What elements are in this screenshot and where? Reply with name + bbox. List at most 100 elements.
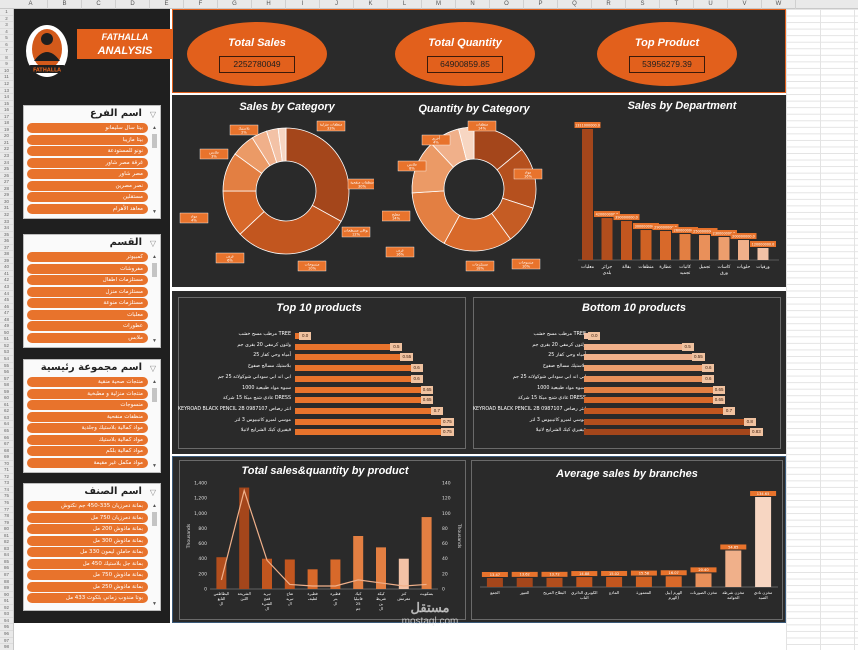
row-header[interactable]: 6	[0, 42, 13, 49]
slicer-item[interactable]: بمانة دمرزيان 335-450 جم نكتوش	[27, 501, 148, 511]
slicer-item[interactable]: مستلزمات منوعة	[27, 298, 148, 308]
row-header[interactable]: 61	[0, 402, 13, 409]
slicer-scrollbar[interactable]: ▲ ▼	[151, 254, 158, 345]
row-header[interactable]: 86	[0, 565, 13, 573]
column-header-u[interactable]: U	[694, 0, 728, 9]
row-header[interactable]: 77	[0, 507, 13, 514]
row-header[interactable]: 48	[0, 317, 13, 324]
row-header[interactable]: 20	[0, 133, 13, 140]
column-header-e[interactable]: E	[150, 0, 184, 9]
column-header-a[interactable]: A	[14, 0, 48, 9]
slicer-item[interactable]: مصر شاور	[27, 169, 148, 179]
slicer-item[interactable]: نصر مصرين	[27, 180, 148, 191]
scroll-thumb[interactable]	[152, 388, 157, 402]
scroll-up-icon[interactable]: ▲	[152, 254, 157, 260]
row-header[interactable]: 58	[0, 382, 13, 389]
slicer-item[interactable]: بيتا سال سليمانو	[27, 123, 148, 133]
column-header-r[interactable]: R	[592, 0, 626, 9]
row-header[interactable]: 96	[0, 631, 13, 638]
row-header[interactable]: 21	[0, 140, 13, 147]
column-header-n[interactable]: N	[456, 0, 490, 9]
slicer-item[interactable]: غرقة مصر شاور	[27, 157, 148, 168]
slicer-item[interactable]: بوتا مندوب زماني بلكوت 433 مل	[27, 593, 148, 603]
column-header-f[interactable]: F	[184, 0, 218, 9]
row-header[interactable]: 38	[0, 251, 13, 258]
scroll-thumb[interactable]	[152, 512, 157, 526]
row-header[interactable]: 28	[0, 186, 13, 193]
column-header-b[interactable]: B	[48, 0, 82, 9]
slicer-item[interactable]: بمانة دمرزيان 750 مل	[27, 512, 148, 523]
slicer-item[interactable]: معلبات	[27, 309, 148, 320]
row-header[interactable]: 83	[0, 546, 13, 553]
row-header[interactable]: 2	[0, 16, 13, 23]
scroll-down-icon[interactable]: ▼	[152, 463, 157, 469]
row-header[interactable]: 66	[0, 435, 13, 442]
row-header[interactable]: 22	[0, 146, 13, 154]
row-header[interactable]: 39	[0, 258, 13, 265]
column-header-o[interactable]: O	[490, 0, 524, 9]
column-header-t[interactable]: T	[660, 0, 694, 9]
row-header[interactable]: 50	[0, 330, 13, 337]
row-header[interactable]: 60	[0, 395, 13, 402]
row-header[interactable]: 69	[0, 454, 13, 461]
row-header[interactable]: 17	[0, 114, 13, 121]
row-header[interactable]: 23	[0, 153, 13, 160]
row-header[interactable]: 36	[0, 238, 13, 245]
column-header-m[interactable]: M	[422, 0, 456, 9]
row-header[interactable]: 80	[0, 526, 13, 533]
slicer-scrollbar[interactable]: ▲ ▼	[151, 503, 158, 608]
scroll-down-icon[interactable]: ▼	[152, 209, 157, 215]
scroll-thumb[interactable]	[152, 134, 157, 148]
slicer-item[interactable]: مستقلين	[27, 192, 148, 202]
slicer-item[interactable]: عطورات	[27, 321, 148, 331]
slicer-item[interactable]: مواد مكمل غير مقيمة	[27, 457, 148, 468]
slicer-item[interactable]: نونو للمستودعة	[27, 146, 148, 156]
row-header[interactable]: 54	[0, 356, 13, 363]
scroll-up-icon[interactable]: ▲	[152, 379, 157, 385]
row-header[interactable]: 1	[0, 9, 13, 16]
slicer-item[interactable]: ملابس	[27, 332, 148, 343]
column-header-k[interactable]: K	[354, 0, 388, 9]
slicer-item[interactable]: مستلزمات منزل	[27, 286, 148, 297]
row-header[interactable]: 89	[0, 585, 13, 592]
row-header[interactable]: 78	[0, 513, 13, 520]
row-header[interactable]: 25	[0, 166, 13, 173]
slicer-item[interactable]: بمانة ماذوش 250 مل	[27, 581, 148, 592]
row-header[interactable]: 30	[0, 199, 13, 206]
row-header[interactable]: 72	[0, 474, 13, 481]
row-header[interactable]: 68	[0, 448, 13, 455]
row-header[interactable]: 10	[0, 68, 13, 75]
clear-filter-icon[interactable]: ▽	[149, 488, 156, 497]
slicer-item[interactable]: بمانة جل بلاستيك 450 مل	[27, 558, 148, 569]
slicer-scrollbar[interactable]: ▲ ▼	[151, 379, 158, 470]
row-header[interactable]: 47	[0, 310, 13, 317]
slicer-item[interactable]: مواد كمالية بلاستيك	[27, 434, 148, 445]
row-header[interactable]: 24	[0, 160, 13, 167]
row-header[interactable]: 74	[0, 487, 13, 494]
clear-filter-icon[interactable]: ▽	[149, 110, 156, 119]
column-header-v[interactable]: V	[728, 0, 762, 9]
row-header[interactable]: 18	[0, 120, 13, 127]
row-header[interactable]: 16	[0, 107, 13, 114]
scroll-thumb[interactable]	[152, 263, 157, 277]
column-header-j[interactable]: J	[320, 0, 354, 9]
row-header[interactable]: 33	[0, 219, 13, 226]
scroll-down-icon[interactable]: ▼	[152, 601, 157, 607]
row-header[interactable]: 84	[0, 552, 13, 559]
clear-filter-icon[interactable]: ▽	[149, 239, 156, 248]
scroll-down-icon[interactable]: ▼	[152, 338, 157, 344]
row-header[interactable]: 44	[0, 291, 13, 298]
row-header[interactable]: 53	[0, 349, 13, 356]
row-header[interactable]: 70	[0, 461, 13, 468]
row-header[interactable]: 85	[0, 559, 13, 566]
row-header[interactable]: 27	[0, 179, 13, 186]
row-header[interactable]: 75	[0, 493, 13, 501]
row-header[interactable]: 34	[0, 225, 13, 232]
column-header-d[interactable]: D	[116, 0, 150, 9]
row-header[interactable]: 45	[0, 297, 13, 304]
row-header[interactable]: 14	[0, 94, 13, 101]
row-header[interactable]: 73	[0, 480, 13, 487]
row-header[interactable]: 93	[0, 611, 13, 618]
row-header[interactable]: 49	[0, 323, 13, 330]
row-header[interactable]: 59	[0, 389, 13, 396]
